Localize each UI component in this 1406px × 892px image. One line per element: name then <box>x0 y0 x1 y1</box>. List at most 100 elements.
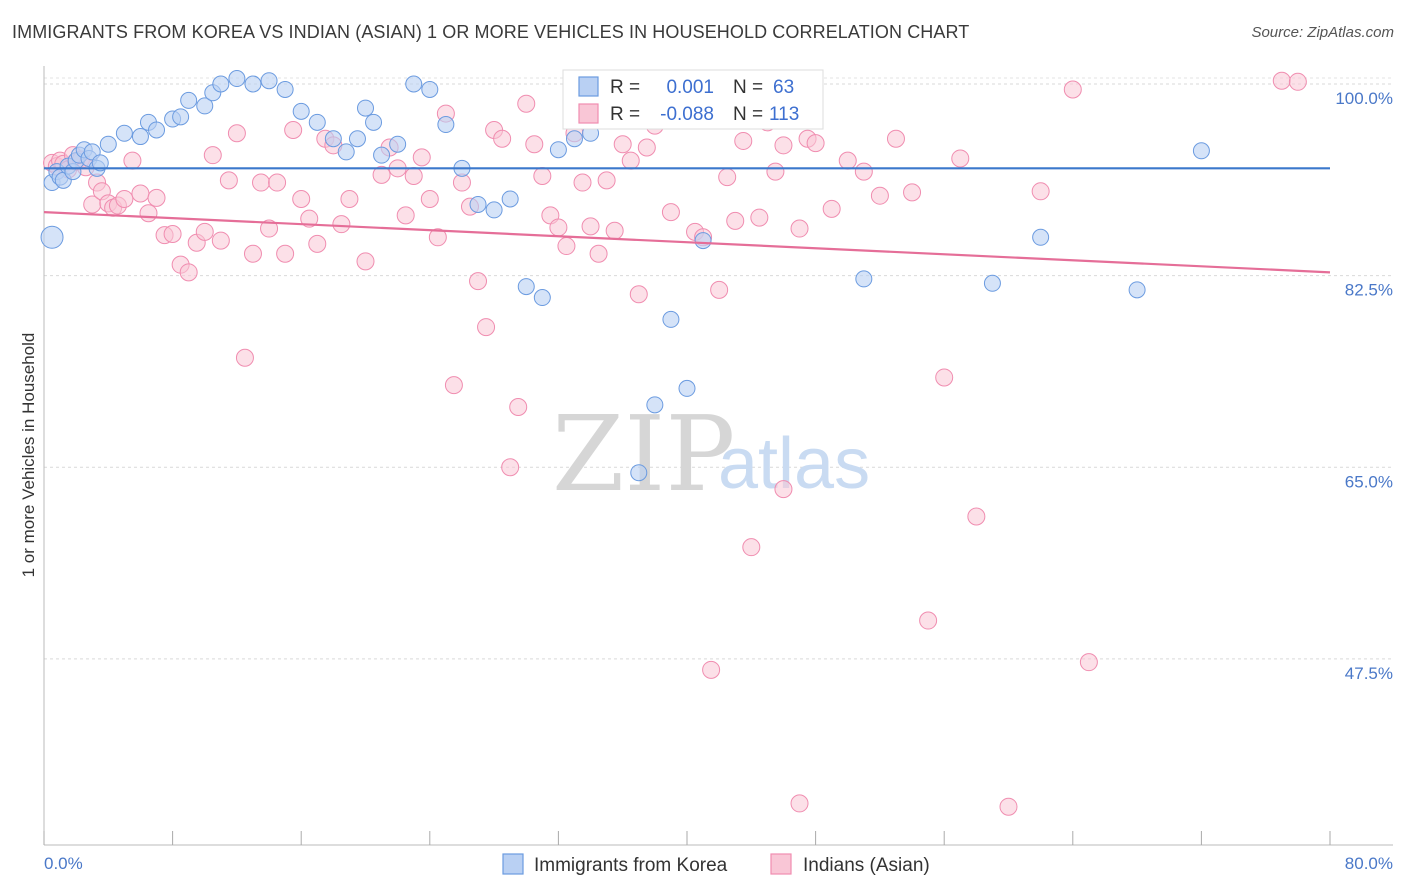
indian-point <box>123 151 142 170</box>
korea-point <box>485 201 503 219</box>
indian-point <box>903 183 922 202</box>
korea-point <box>40 225 64 249</box>
y-tick-label: 47.5% <box>1345 664 1393 683</box>
korea-point <box>389 135 407 153</box>
x-tick-max: 80.0% <box>1345 854 1393 873</box>
axes <box>43 66 1393 846</box>
korea-point <box>91 154 109 172</box>
korea-point <box>180 91 198 109</box>
indian-point <box>444 376 463 395</box>
x-tick-min: 0.0% <box>44 854 83 873</box>
indian-point <box>621 151 640 170</box>
indian-point <box>710 280 729 299</box>
watermark-atlas: atlas <box>718 424 870 504</box>
indian-point <box>854 162 873 181</box>
korea-point <box>172 108 190 126</box>
korea-point <box>549 141 567 159</box>
indian-point <box>211 231 230 250</box>
indian-point <box>1288 72 1307 91</box>
indian-point <box>774 480 793 499</box>
indian-point <box>790 219 809 238</box>
legend-korea-swatch <box>502 853 524 875</box>
korea-point <box>646 396 664 414</box>
korea-point <box>469 195 487 213</box>
stats-indian-n: 113 <box>769 104 799 125</box>
y-tick-label: 82.5% <box>1345 281 1393 300</box>
indian-point <box>581 217 600 236</box>
indian-point <box>356 252 375 271</box>
indian-point <box>147 188 166 207</box>
y-tick-label: 100.0% <box>1335 89 1393 108</box>
indian-point <box>573 173 592 192</box>
indian-point <box>718 168 737 187</box>
indian-point <box>1272 71 1291 90</box>
korea-point <box>148 121 166 139</box>
stats-korea-r: 0.001 <box>666 77 714 98</box>
indian-point <box>597 171 616 190</box>
korea-point <box>1032 228 1050 246</box>
indian-point <box>870 186 889 205</box>
legend-indian-label: Indians (Asian) <box>803 855 930 876</box>
indian-point <box>219 171 238 190</box>
source-label: Source: ZipAtlas.com <box>1251 24 1394 41</box>
korea-point <box>501 190 519 208</box>
indian-point <box>999 797 1018 816</box>
indian-point <box>750 208 769 227</box>
indian-point <box>292 189 311 208</box>
y-tick-label: 65.0% <box>1345 472 1393 491</box>
indian-point <box>549 218 568 237</box>
indian-point <box>509 398 528 417</box>
korea-point <box>694 232 712 250</box>
indian-point <box>340 189 359 208</box>
korea-point <box>565 130 583 148</box>
indian-point <box>557 237 576 256</box>
korea-point <box>517 278 535 296</box>
indian-point <box>726 211 745 230</box>
korea-point <box>855 270 873 288</box>
stats-indian-n-label: N = <box>733 104 763 125</box>
indian-point <box>886 129 905 148</box>
indian-point <box>428 228 447 247</box>
korea-point <box>630 464 648 482</box>
stats-indian-r-label: R = <box>610 104 640 125</box>
indian-point <box>235 348 254 367</box>
indian-point <box>195 222 214 241</box>
indian-point <box>243 244 262 263</box>
korea-point <box>324 130 342 148</box>
korea-point <box>348 130 366 148</box>
indian-point <box>517 94 536 113</box>
korea-point <box>228 70 246 88</box>
indian-point <box>131 184 150 203</box>
indian-point <box>629 285 648 304</box>
korea-point <box>260 72 278 90</box>
korea-point <box>308 113 326 131</box>
indian-point <box>533 166 552 185</box>
indian-point <box>525 135 544 154</box>
legend-korea-label: Immigrants from Korea <box>534 855 728 876</box>
legend: Immigrants from Korea Indians (Asian) <box>502 853 930 876</box>
grid-lines <box>44 77 1393 660</box>
indian-point <box>734 131 753 150</box>
indian-point <box>227 124 246 143</box>
stats-indian-r: -0.088 <box>660 104 714 125</box>
indian-point <box>501 458 520 477</box>
korea-point <box>337 143 355 161</box>
indian-point <box>589 244 608 263</box>
indian-point <box>838 151 857 170</box>
stats-korea-swatch <box>578 76 599 97</box>
indian-point <box>967 507 986 526</box>
indian-point <box>332 215 351 234</box>
indian-point <box>661 203 680 222</box>
indian-point <box>806 134 825 153</box>
indian-point <box>372 165 391 184</box>
indian-point <box>637 138 656 157</box>
korea-point <box>276 80 294 98</box>
korea-point <box>678 379 696 397</box>
indian-point <box>469 272 488 291</box>
indian-point <box>477 318 496 337</box>
korea-point <box>244 75 262 93</box>
indian-point <box>493 129 512 148</box>
korea-point <box>99 135 117 153</box>
chart-title: IMMIGRANTS FROM KOREA VS INDIAN (ASIAN) … <box>12 22 970 42</box>
watermark-zip: ZIP <box>552 393 735 515</box>
